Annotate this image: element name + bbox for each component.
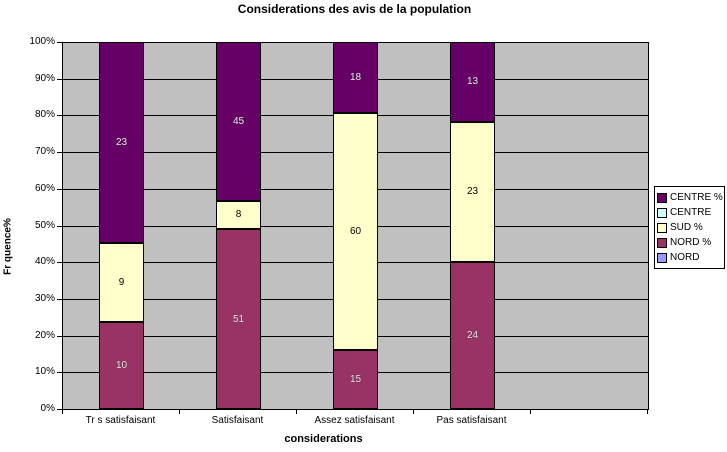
x-tick-mark (62, 410, 63, 414)
x-category-label: Satisfaisant (211, 415, 264, 426)
bar-segment-label: 45 (232, 115, 245, 127)
bar-segment-label: 15 (349, 373, 362, 385)
bar-segment: 51 (216, 229, 261, 409)
bar-segment: 9 (99, 242, 144, 322)
y-tick-label: 90% (34, 72, 55, 84)
bar-segment-label: 9 (118, 276, 125, 288)
x-tick-mark (413, 410, 414, 414)
x-tick-mark (647, 410, 648, 414)
bar-segment: 13 (450, 42, 495, 122)
y-tick-label: 60% (34, 182, 55, 194)
y-tick-mark (57, 298, 62, 300)
bar-segment-label: 51 (232, 313, 245, 325)
legend-label: CENTRE % (670, 192, 723, 203)
y-tick-label: 100% (29, 36, 55, 47)
legend-swatch (657, 222, 667, 233)
legend-label: NORD % (670, 237, 712, 248)
bar-segment-label: 13 (466, 76, 479, 88)
legend-swatch (657, 237, 667, 248)
bar-segment-label: 24 (466, 330, 479, 342)
bar-segment: 24 (450, 262, 495, 409)
plot-area: 10 9 23 51 8 45 15 60 18 24 23 13 (62, 42, 649, 410)
bar-segment: 8 (216, 200, 261, 230)
legend-item: CENTRE (657, 205, 722, 220)
bar-segment-label: 23 (115, 137, 128, 148)
legend-label: NORD (670, 252, 700, 263)
y-tick-label: 30% (34, 292, 55, 304)
bar-segment-label: 18 (349, 72, 362, 84)
y-tick-mark (57, 188, 62, 190)
legend-item: SUD % (657, 220, 722, 235)
x-category-label: Pas satisfaisant (436, 415, 507, 426)
bar-segment-label: 60 (349, 225, 362, 237)
x-axis-title: considerations (284, 433, 363, 445)
y-tick-mark (57, 42, 62, 43)
y-tick-label: 80% (34, 109, 55, 121)
bar-segment: 10 (99, 321, 144, 409)
y-tick-label: 40% (34, 256, 55, 268)
x-tick-mark (296, 410, 297, 414)
legend: CENTRE % CENTRE SUD % NORD % NORD (654, 186, 725, 269)
x-category-label: Tr s satisfaisant (85, 415, 156, 426)
x-tick-mark (530, 410, 531, 414)
y-tick-mark (57, 152, 62, 154)
y-tick-mark (57, 409, 62, 410)
legend-swatch (657, 192, 667, 203)
y-tick-mark (57, 335, 62, 337)
legend-item: CENTRE % (657, 190, 723, 205)
bar-segment-label: 8 (235, 209, 242, 221)
legend-label: SUD % (670, 222, 703, 233)
bar-segment: 18 (333, 42, 378, 114)
y-tick-mark (57, 262, 62, 264)
bar-segment: 15 (333, 349, 378, 409)
bar-segment-label: 23 (466, 186, 479, 198)
y-tick-label: 20% (34, 329, 55, 341)
y-tick-label: 70% (34, 146, 55, 158)
y-tick-label: 10% (34, 366, 55, 378)
legend-item: NORD % (657, 235, 722, 250)
legend-swatch (657, 207, 667, 218)
bar-segment: 45 (216, 42, 261, 201)
x-tick-mark (179, 410, 180, 414)
legend-item: NORD (657, 250, 722, 265)
y-tick-mark (57, 78, 62, 80)
bar-segment: 23 (450, 121, 495, 263)
y-tick-mark (57, 372, 62, 374)
bar-segment-label: 10 (115, 359, 128, 371)
y-tick-label: 0% (40, 403, 55, 414)
bar-segment: 60 (333, 113, 378, 350)
legend-swatch (657, 252, 667, 263)
legend-label: CENTRE (670, 207, 712, 218)
y-tick-mark (57, 115, 62, 117)
x-category-label: Assez satisfaisant (314, 415, 395, 426)
y-tick-label: 50% (34, 219, 55, 231)
y-tick-mark (57, 225, 62, 227)
chart-title: Considerations des avis de la population (237, 2, 472, 16)
bar-segment: 23 (99, 42, 144, 243)
